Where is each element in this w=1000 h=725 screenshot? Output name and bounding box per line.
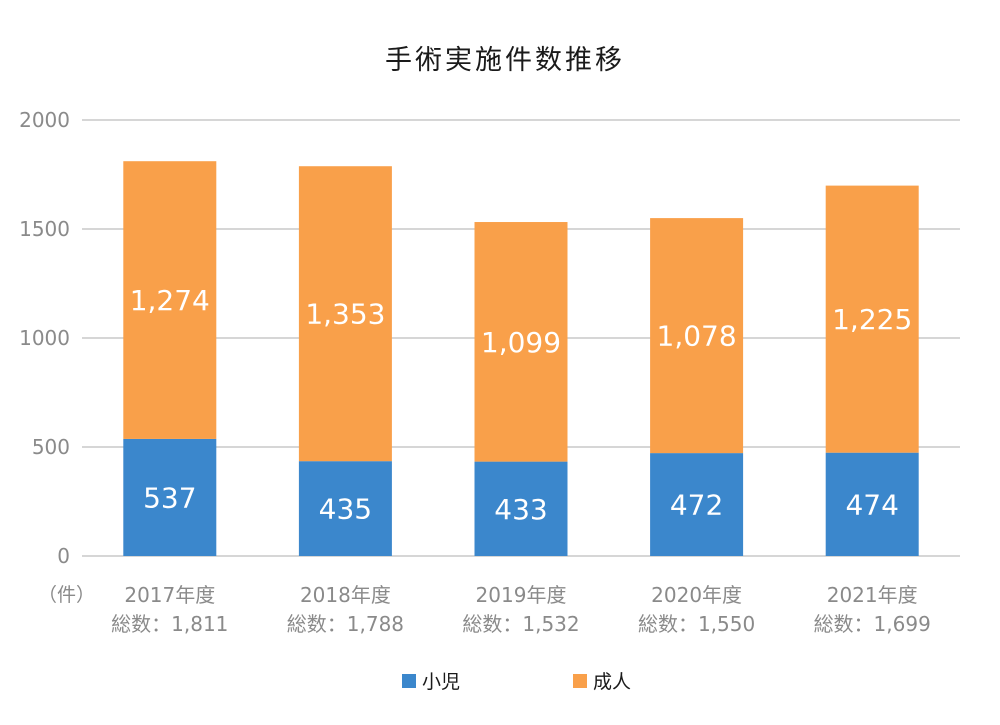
data-label: 537 [143, 481, 196, 514]
y-tick-label: 2000 [19, 108, 70, 132]
y-axis-ticks: 0 500 1000 1500 2000 [19, 108, 70, 568]
x-category-label: 2018年度 [300, 583, 391, 607]
x-category-total: 総数：1,550 [638, 612, 755, 636]
bar-child [298, 461, 392, 556]
bar-child [474, 461, 568, 556]
x-category-total: 総数：1,699 [814, 612, 931, 636]
x-category-total: 総数：1,811 [111, 612, 228, 636]
y-axis-unit-label: （件） [38, 584, 95, 606]
data-label: 1,078 [657, 320, 737, 353]
data-label: 1,099 [481, 326, 561, 359]
data-label: 1,353 [305, 298, 385, 331]
x-category-label: 2020年度 [651, 583, 742, 607]
bar-adult [474, 222, 568, 462]
data-label: 1,274 [130, 284, 210, 317]
chart-title: 手術実施件数推移 [385, 45, 625, 76]
x-category-label: 2021年度 [827, 583, 918, 607]
y-tick-label: 1500 [19, 217, 70, 241]
x-category-label: 2017年度 [124, 583, 215, 607]
data-label: 474 [845, 488, 898, 521]
data-labels: 537 1,274 435 1,353 433 1,099 472 1,078 474 1,225 [130, 284, 913, 526]
bar-child [123, 438, 217, 556]
y-tick-label: 1000 [19, 326, 70, 350]
bar-adult [825, 185, 919, 453]
x-axis-categories: 2017年度総数：1,8112018年度総数：1,7882019年度総数：1,5… [111, 583, 931, 636]
legend-swatch [402, 674, 416, 688]
data-label: 1,225 [832, 303, 912, 336]
legend-label: 成人 [593, 671, 631, 693]
bar-child [650, 453, 744, 556]
bar-adult [650, 218, 744, 454]
data-label: 472 [670, 489, 723, 522]
data-label: 433 [494, 493, 547, 526]
x-category-total: 総数：1,788 [287, 612, 404, 636]
bar-child [825, 452, 919, 556]
legend-label: 小児 [422, 671, 460, 693]
y-tick-label: 0 [57, 544, 70, 568]
y-tick-label: 500 [32, 435, 70, 459]
bar-adult [123, 161, 217, 439]
data-label: 435 [319, 493, 372, 526]
legend: 小児 成人 [402, 671, 631, 693]
legend-swatch [573, 674, 587, 688]
x-category-label: 2019年度 [476, 583, 567, 607]
bars [123, 161, 919, 556]
x-category-total: 総数：1,532 [462, 612, 579, 636]
bar-adult [298, 166, 392, 462]
